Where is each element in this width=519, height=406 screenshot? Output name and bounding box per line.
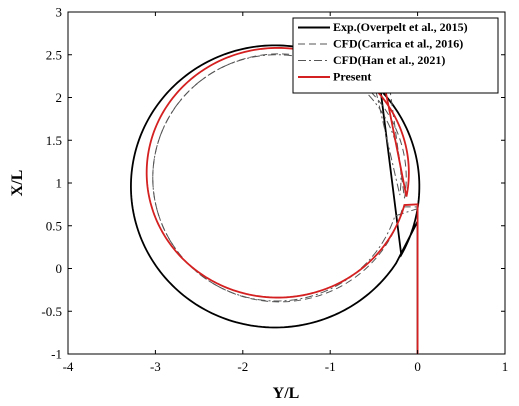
legend-label-1: CFD(Carrica et al., 2016) xyxy=(333,37,463,51)
y-tick-label: 2 xyxy=(56,90,63,105)
y-tick-label: 0 xyxy=(56,261,63,276)
series-line-0 xyxy=(130,44,421,354)
y-tick-label: -0.5 xyxy=(41,304,62,319)
x-axis-label: Y/L xyxy=(273,385,300,402)
x-tick-label: -4 xyxy=(63,359,74,374)
y-tick-label: 2.5 xyxy=(46,47,62,62)
x-tick-label: -2 xyxy=(237,359,248,374)
y-tick-label: 0.5 xyxy=(46,218,62,233)
y-tick-label: 1 xyxy=(56,176,63,191)
legend-label-3: Present xyxy=(333,70,371,84)
legend: Exp.(Overpelt et al., 2015) CFD(Carrica e… xyxy=(292,17,499,94)
y-tick-label: 3 xyxy=(56,5,63,20)
x-tick-label: 1 xyxy=(502,359,509,374)
legend-label-0: Exp.(Overpelt et al., 2015) xyxy=(333,20,468,34)
x-tick-label: -3 xyxy=(150,359,161,374)
legend-box xyxy=(292,17,499,94)
series-line-1 xyxy=(152,53,419,354)
legend-label-2: CFD(Han et al., 2021) xyxy=(333,53,445,67)
y-tick-label: 1.5 xyxy=(46,133,62,148)
tick-layer: -4 -3 -2 -1 0 1 -1 -0.5 0 0.5 1 1.5 2 2.5 3 xyxy=(41,5,508,375)
x-tick-label: 0 xyxy=(414,359,421,374)
y-tick-label: -1 xyxy=(51,347,62,362)
y-axis-label: X/L xyxy=(9,170,26,197)
x-tick-label: -1 xyxy=(325,359,336,374)
